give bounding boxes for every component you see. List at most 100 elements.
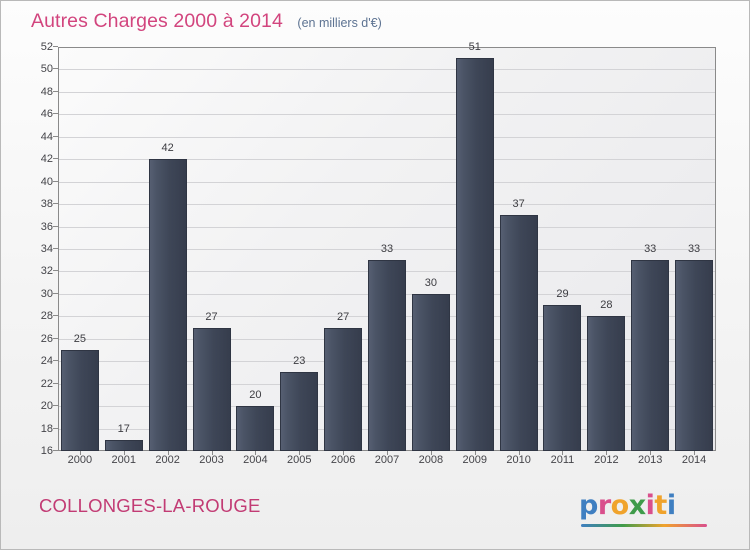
bar-value-label: 33: [380, 243, 394, 256]
bar-2011[interactable]: [543, 305, 582, 451]
x-axis-tick-mark: [474, 451, 476, 455]
y-axis-tick-mark: [53, 248, 58, 249]
y-axis-tick-mark: [53, 46, 58, 47]
bar-2009[interactable]: [455, 58, 494, 451]
bar-2010[interactable]: [499, 215, 538, 451]
gridline: [59, 136, 715, 138]
bar-2004[interactable]: [236, 406, 275, 451]
y-axis-tick-label: 40: [40, 175, 53, 188]
x-axis-tick-label: 2008: [418, 454, 444, 466]
y-axis-tick-label: 30: [40, 287, 53, 300]
bar-value-label: 27: [337, 310, 350, 323]
y-axis-tick-label: 18: [40, 422, 53, 435]
bar-value-label: 23: [293, 355, 306, 368]
gridline: [59, 114, 715, 116]
logo-letter-p-0: p: [579, 490, 598, 521]
y-axis-tick-mark: [53, 337, 58, 339]
x-axis-tick-label: 2006: [330, 454, 356, 466]
bar-2012[interactable]: [587, 316, 626, 451]
y-axis-tick-label: 16: [40, 445, 53, 457]
x-axis-tick-label: 2012: [594, 454, 619, 466]
bar-2001[interactable]: [104, 439, 143, 451]
bar-2013[interactable]: [631, 260, 670, 451]
x-axis-tick-mark: [123, 451, 125, 455]
y-axis-tick-label: 50: [40, 63, 53, 76]
proxiti-logo[interactable]: proxiti: [579, 488, 711, 532]
bar-value-label: 20: [249, 389, 262, 402]
y-axis-tick-mark: [53, 382, 58, 384]
bar-slot: [497, 47, 541, 451]
bar-value-label: 42: [161, 142, 174, 155]
bar-slot: [409, 47, 453, 451]
bar-slot: [277, 47, 321, 451]
x-axis-tick-mark: [518, 451, 520, 455]
bar-slot: [233, 47, 277, 451]
x-axis-tick-mark: [343, 451, 345, 455]
x-axis-tick-mark: [79, 451, 81, 455]
bar-2014[interactable]: [675, 260, 714, 451]
x-axis-tick-mark: [694, 451, 696, 455]
y-axis-tick-mark: [53, 203, 58, 205]
x-axis-tick-mark: [299, 451, 301, 455]
logo-letter-x-3: x: [628, 490, 646, 521]
x-axis-tick-label: 2003: [199, 454, 224, 466]
y-axis-tick-mark: [53, 68, 58, 70]
logo-letter-o-2: o: [610, 490, 630, 521]
bar-slot: [672, 47, 716, 451]
bar-slot: [365, 47, 409, 451]
x-axis-tick-label: 2010: [506, 454, 531, 466]
x-axis-tick-label: 2013: [637, 454, 663, 466]
bar-value-label: 27: [205, 310, 218, 323]
y-axis-tick-label: 44: [40, 130, 53, 143]
x-axis-tick-label: 2002: [155, 454, 180, 466]
bar-value-label: 30: [424, 276, 437, 289]
y-axis-tick-mark: [53, 135, 58, 137]
x-axis-tick-label: 2000: [67, 454, 93, 466]
gridline: [59, 181, 715, 183]
bar-2007[interactable]: [367, 260, 406, 451]
y-axis-tick-mark: [53, 315, 58, 317]
x-axis-labels: 2000 2001 2002 2003 2004 2005 2006 2007 2008 2009…: [58, 454, 716, 474]
x-axis-ticks: [58, 1, 716, 461]
gridline: [59, 204, 715, 206]
bar-2002[interactable]: [148, 159, 187, 451]
bar-slot: [628, 47, 672, 451]
y-axis-tick-label: 36: [40, 220, 53, 233]
proxiti-logo-text: proxiti: [579, 490, 676, 521]
y-axis-tick-mark: [53, 292, 58, 294]
bar-value-label: 33: [687, 243, 701, 256]
y-axis-tick-label: 32: [40, 265, 53, 278]
bar-2006[interactable]: [324, 327, 363, 451]
y-axis-tick-mark: [53, 180, 58, 182]
bar-value-label: 29: [556, 288, 569, 301]
bar-slot: [58, 47, 102, 451]
bar-2003[interactable]: [192, 327, 231, 451]
x-axis-tick-label: 2007: [374, 454, 400, 466]
chart-header: Autres Charges 2000 à 2014 (en milliers …: [31, 10, 382, 33]
bar-2005[interactable]: [280, 372, 319, 451]
y-axis-ticks: [1, 46, 58, 451]
bar-slot: [102, 47, 146, 451]
x-axis-tick-label: 2009: [462, 454, 487, 466]
x-axis-tick-mark: [211, 451, 213, 455]
y-axis-labels: 16 18 20 22 24 26 28 30 32 34 36 38 40 42 44 46 48 50 52: [1, 41, 53, 457]
y-axis-tick-label: 42: [40, 153, 53, 166]
x-axis-tick-label: 2004: [243, 454, 268, 466]
bar-value-label: 28: [600, 299, 613, 312]
gridline: [59, 249, 715, 250]
bar-slot: [541, 47, 585, 451]
y-axis-tick-mark: [53, 225, 58, 227]
bar-2000[interactable]: [60, 350, 99, 451]
y-axis-tick-mark: [53, 427, 58, 429]
x-axis-tick-label: 2014: [681, 454, 707, 466]
bar-value-label: 33: [644, 243, 657, 256]
x-axis-tick-mark: [255, 451, 257, 455]
bar-2008[interactable]: [411, 293, 450, 451]
logo-letter-r-1: r: [597, 490, 611, 521]
x-axis-tick-mark: [167, 451, 169, 455]
y-axis-tick-label: 46: [40, 108, 53, 121]
chart-subtitle: (en milliers d'€): [297, 16, 382, 30]
y-axis-tick-mark: [53, 113, 58, 115]
bar-slot: [584, 47, 628, 451]
